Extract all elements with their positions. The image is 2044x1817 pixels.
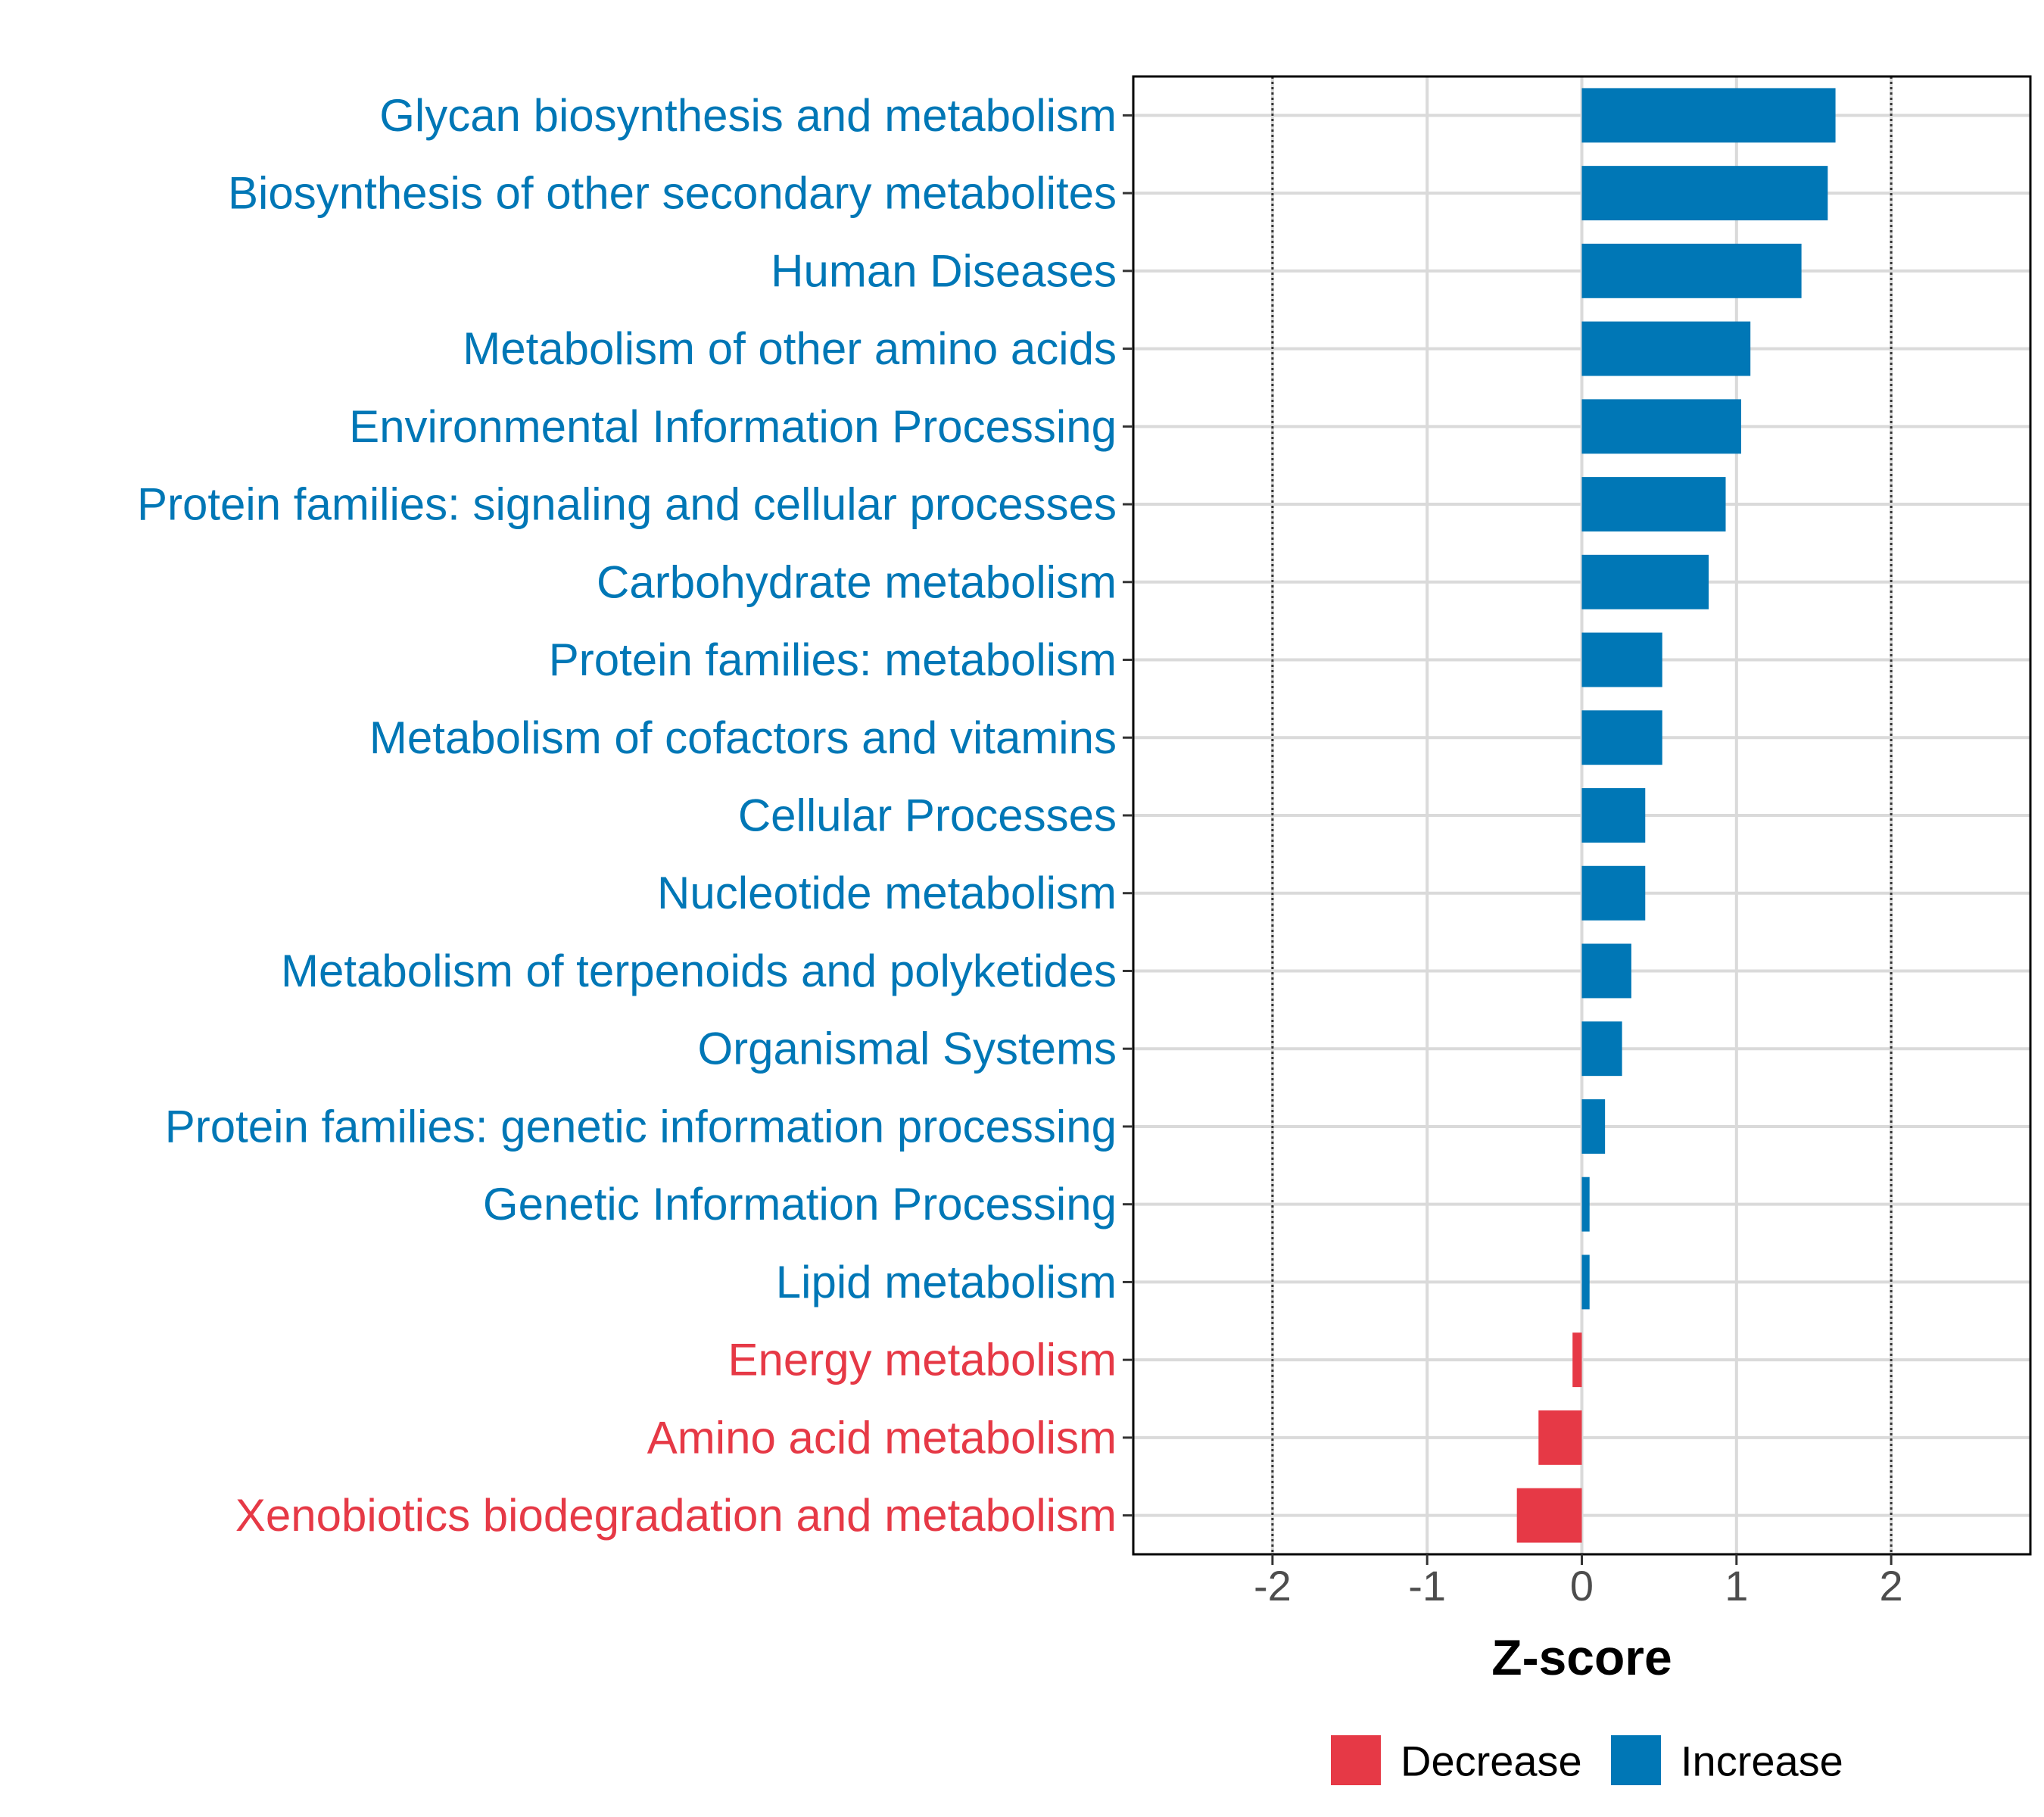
x-axis-title: Z-score bbox=[1491, 1629, 1672, 1685]
bar bbox=[1581, 1099, 1606, 1154]
category-label: Metabolism of other amino acids bbox=[463, 323, 1117, 374]
category-label: Cellular Processes bbox=[738, 790, 1117, 841]
x-tick-label: 2 bbox=[1880, 1562, 1903, 1610]
x-tick-label: -1 bbox=[1408, 1562, 1446, 1610]
bar bbox=[1581, 243, 1802, 298]
bar bbox=[1581, 788, 1646, 843]
category-label: Metabolism of terpenoids and polyketides bbox=[281, 946, 1117, 996]
bar bbox=[1581, 865, 1646, 921]
bar bbox=[1581, 943, 1631, 999]
category-label: Biosynthesis of other secondary metaboli… bbox=[228, 168, 1117, 219]
x-tick-label: 0 bbox=[1570, 1562, 1594, 1610]
category-label: Carbohydrate metabolism bbox=[597, 556, 1117, 607]
bar bbox=[1581, 477, 1726, 532]
category-label: Protein families: signaling and cellular… bbox=[137, 479, 1117, 530]
bar bbox=[1581, 166, 1828, 221]
category-label: Lipid metabolism bbox=[776, 1257, 1117, 1307]
category-label: Energy metabolism bbox=[728, 1335, 1117, 1385]
bar bbox=[1581, 399, 1741, 454]
bar bbox=[1581, 1177, 1590, 1232]
legend: Decrease Increase bbox=[1331, 1735, 1843, 1785]
category-label: Protein families: metabolism bbox=[549, 634, 1117, 685]
category-label: Glycan biosynthesis and metabolism bbox=[379, 90, 1117, 141]
bar bbox=[1581, 1021, 1622, 1077]
category-label: Human Diseases bbox=[771, 245, 1117, 296]
bar bbox=[1516, 1488, 1582, 1543]
bar bbox=[1572, 1332, 1582, 1388]
bar bbox=[1538, 1410, 1582, 1465]
category-label: Protein families: genetic information pr… bbox=[165, 1101, 1117, 1152]
bar bbox=[1581, 88, 1836, 143]
legend-swatch-increase bbox=[1611, 1735, 1661, 1785]
legend-label-increase: Increase bbox=[1681, 1738, 1843, 1785]
category-label: Xenobiotics biodegradation and metabolis… bbox=[235, 1490, 1117, 1541]
x-axis-ticks: -2 -1 0 1 2 bbox=[1254, 1554, 1903, 1610]
bar bbox=[1581, 554, 1709, 609]
category-label: Environmental Information Processing bbox=[349, 401, 1117, 452]
bar bbox=[1581, 632, 1662, 687]
x-tick-label: 1 bbox=[1725, 1562, 1748, 1610]
bar bbox=[1581, 1254, 1590, 1310]
legend-swatch-decrease bbox=[1331, 1735, 1381, 1785]
category-label: Nucleotide metabolism bbox=[657, 868, 1117, 918]
category-label: Amino acid metabolism bbox=[647, 1412, 1117, 1463]
category-label: Metabolism of cofactors and vitamins bbox=[369, 712, 1117, 763]
category-label: Genetic Information Processing bbox=[483, 1179, 1117, 1230]
bar bbox=[1581, 321, 1751, 376]
y-axis-ticks: Glycan biosynthesis and metabolism Biosyn… bbox=[137, 90, 1133, 1541]
bars bbox=[1516, 88, 1836, 1543]
bar bbox=[1581, 710, 1662, 765]
legend-label-decrease: Decrease bbox=[1401, 1738, 1582, 1785]
category-label: Organismal Systems bbox=[698, 1024, 1117, 1074]
x-tick-label: -2 bbox=[1254, 1562, 1292, 1610]
